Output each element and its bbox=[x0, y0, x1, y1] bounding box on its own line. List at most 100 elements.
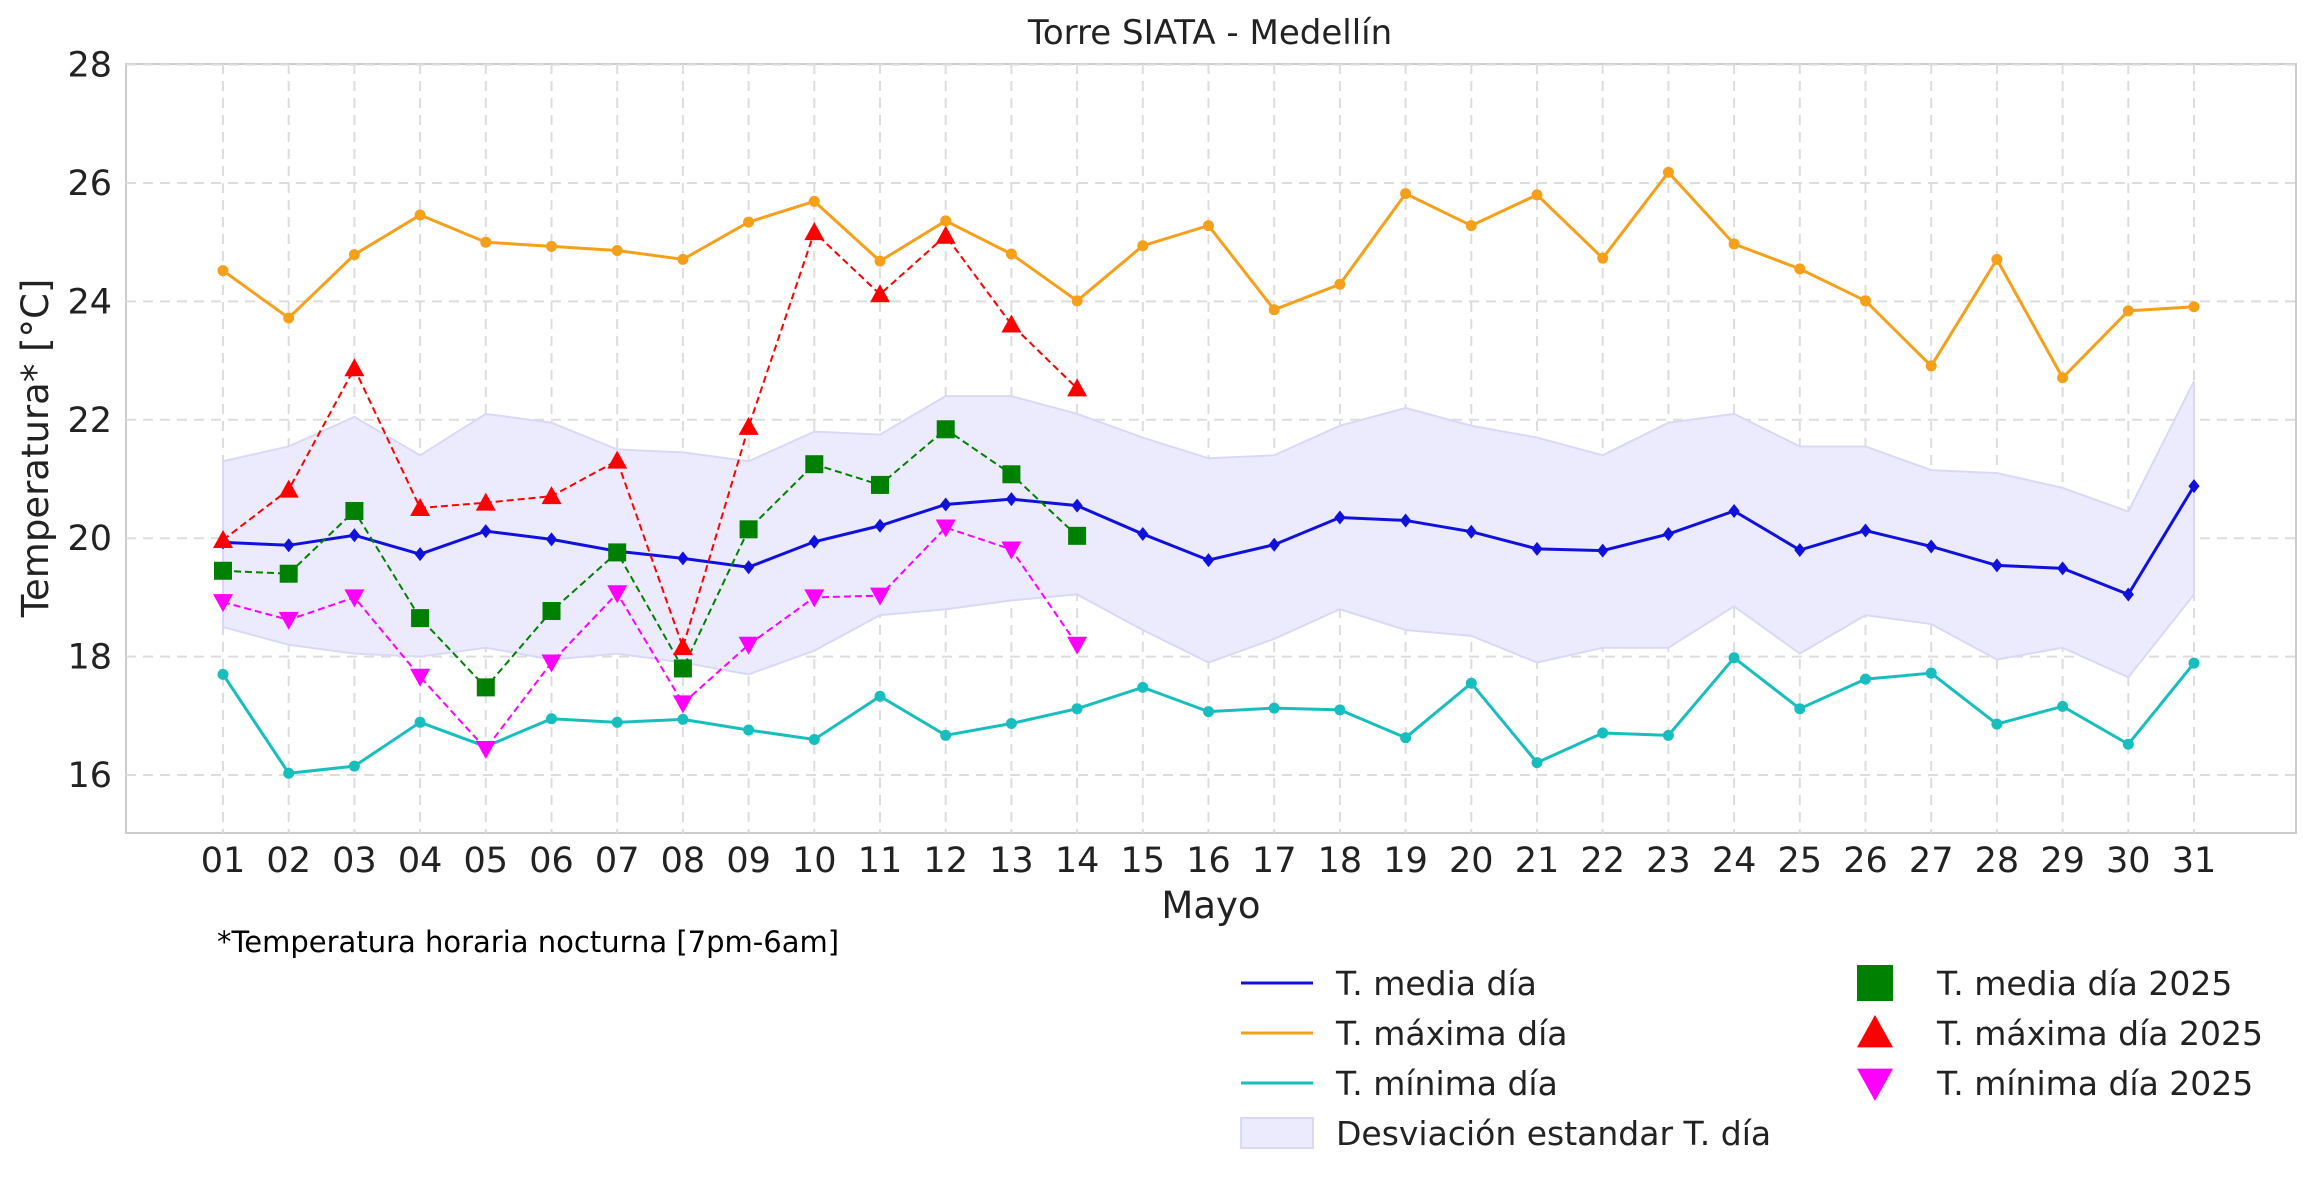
data-point bbox=[1794, 543, 1806, 558]
data-point bbox=[279, 564, 298, 583]
data-point bbox=[1728, 652, 1740, 664]
data-point bbox=[2188, 657, 2200, 669]
data-point bbox=[940, 215, 952, 227]
data-point bbox=[283, 312, 295, 324]
data-point bbox=[1925, 539, 1937, 554]
legend-label: T. máxima día 2025 bbox=[1936, 1014, 2263, 1053]
data-point bbox=[545, 532, 558, 547]
legend-label: Desviación estandar T. día bbox=[1336, 1114, 1771, 1153]
data-point bbox=[1794, 263, 1806, 275]
x-tick-label: 02 bbox=[266, 841, 311, 881]
data-point bbox=[414, 209, 426, 221]
data-point bbox=[1465, 677, 1477, 689]
data-point bbox=[2122, 305, 2134, 317]
x-tick-label: 18 bbox=[1318, 841, 1363, 881]
data-point bbox=[940, 497, 952, 512]
data-point bbox=[348, 760, 360, 772]
data-point bbox=[2122, 738, 2134, 750]
data-point bbox=[1925, 360, 1937, 372]
data-point bbox=[1071, 498, 1083, 513]
data-point bbox=[804, 589, 825, 608]
data-point bbox=[1067, 378, 1088, 397]
y-tick-label: 28 bbox=[67, 46, 112, 86]
y-tick-label: 18 bbox=[67, 638, 112, 678]
data-point bbox=[1794, 703, 1806, 715]
data-point bbox=[871, 475, 889, 494]
data-point bbox=[1400, 732, 1412, 744]
data-point bbox=[808, 534, 820, 549]
data-point bbox=[542, 602, 561, 621]
legend-label: T. mínima día 2025 bbox=[1936, 1064, 2253, 1103]
series-line-6 bbox=[222, 526, 1078, 751]
x-tick-labels: 01 02 03 04 05 06 07 08 09 10 11 12 13 14 15 16 17 18 19 20… bbox=[201, 841, 2217, 881]
data-point bbox=[283, 538, 295, 553]
x-tick-label: 12 bbox=[923, 841, 968, 881]
data-point bbox=[677, 551, 689, 566]
data-point bbox=[278, 611, 299, 630]
data-point bbox=[480, 524, 492, 539]
legend-label: T. media día 2025 bbox=[1936, 964, 2232, 1003]
x-tick-label: 20 bbox=[1449, 841, 1494, 881]
data-point bbox=[1137, 681, 1149, 693]
x-tick-label: 30 bbox=[2106, 841, 2151, 881]
data-point bbox=[607, 450, 628, 469]
x-tick-label: 03 bbox=[332, 841, 377, 881]
x-tick-label: 27 bbox=[1909, 841, 1954, 881]
data-point bbox=[1991, 718, 2003, 730]
data-point bbox=[2122, 587, 2134, 602]
data-point bbox=[805, 455, 824, 474]
x-tick-label: 22 bbox=[1580, 841, 1625, 881]
data-point bbox=[2188, 479, 2200, 494]
x-tick-label: 13 bbox=[989, 841, 1034, 881]
legend-marker-swatch bbox=[1857, 1015, 1893, 1048]
data-point bbox=[213, 529, 233, 548]
x-tick-label: 08 bbox=[661, 841, 706, 881]
data-point bbox=[808, 195, 820, 207]
data-point bbox=[410, 498, 431, 517]
data-point bbox=[940, 729, 952, 741]
std-deviation-band bbox=[222, 380, 2195, 679]
data-point bbox=[1071, 703, 1083, 715]
data-point bbox=[546, 713, 557, 725]
data-point bbox=[1071, 295, 1083, 307]
x-tick-label: 09 bbox=[726, 841, 771, 881]
data-point bbox=[344, 589, 365, 608]
y-tick-label: 24 bbox=[67, 282, 112, 322]
data-point bbox=[1991, 558, 2003, 573]
y-tick-label: 22 bbox=[67, 401, 112, 441]
data-point bbox=[1860, 295, 1871, 307]
x-tick-label: 23 bbox=[1646, 841, 1691, 881]
data-point bbox=[348, 249, 360, 261]
x-tick-label: 01 bbox=[201, 841, 246, 881]
data-point bbox=[213, 594, 233, 613]
x-tick-label: 19 bbox=[1383, 841, 1428, 881]
data-point bbox=[870, 284, 890, 303]
x-tick-label: 26 bbox=[1843, 841, 1888, 881]
data-point bbox=[935, 519, 956, 538]
data-point bbox=[1400, 513, 1412, 528]
data-point bbox=[611, 244, 623, 256]
data-point bbox=[1334, 278, 1346, 290]
legend: T. media día T. máxima día T. mínima día De… bbox=[1240, 964, 2263, 1153]
grid bbox=[126, 63, 2296, 833]
data-point bbox=[475, 740, 496, 759]
data-point bbox=[1005, 248, 1017, 260]
data-point bbox=[874, 255, 886, 267]
legend-band-swatch bbox=[1240, 1117, 1314, 1149]
data-point bbox=[1068, 526, 1087, 545]
data-point bbox=[1400, 188, 1412, 200]
data-point bbox=[1597, 543, 1609, 558]
data-point bbox=[1597, 727, 1609, 739]
y-tick-label: 16 bbox=[67, 756, 112, 796]
data-point bbox=[738, 636, 759, 655]
data-point bbox=[1202, 553, 1215, 568]
legend-label: T. media día bbox=[1335, 964, 1537, 1003]
x-tick-label: 05 bbox=[464, 841, 509, 881]
data-point bbox=[1001, 541, 1022, 560]
data-point bbox=[1268, 702, 1280, 714]
data-point bbox=[283, 767, 295, 779]
data-point bbox=[1137, 527, 1149, 542]
data-point bbox=[1728, 503, 1740, 518]
x-tick-label: 04 bbox=[398, 841, 443, 881]
